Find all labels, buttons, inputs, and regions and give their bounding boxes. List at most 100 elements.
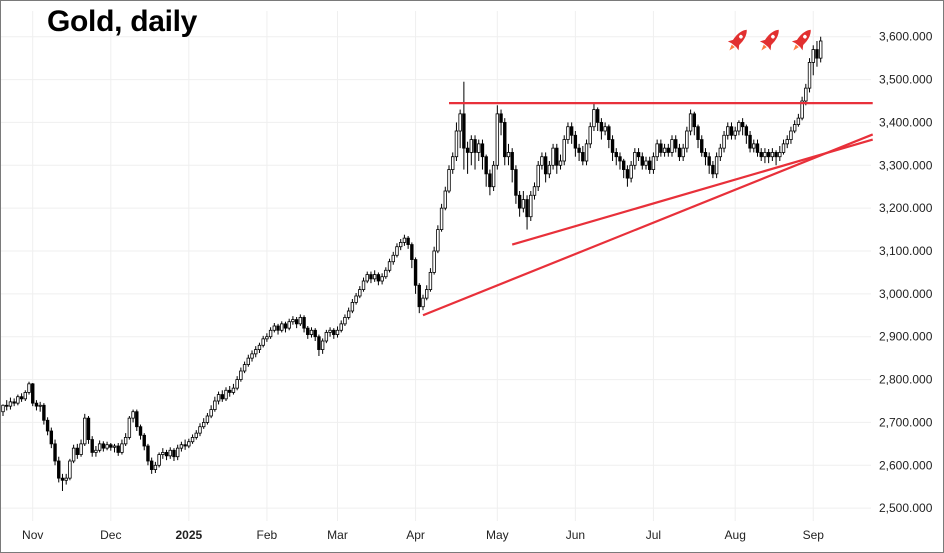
candle: [224, 387, 228, 401]
candle: [335, 326, 340, 338]
candle-body-up: [558, 160, 563, 166]
candle: [439, 203, 444, 232]
candle: [23, 390, 28, 401]
candle: [361, 277, 366, 292]
candle-body-down: [677, 147, 682, 158]
candle: [569, 122, 574, 144]
candle-body-up: [242, 364, 247, 372]
y-tick-label: 2,500.000: [879, 501, 933, 515]
candle: [19, 393, 24, 402]
candle-body-down: [625, 169, 630, 179]
candle: [402, 234, 407, 246]
candle: [42, 403, 46, 425]
candle: [246, 354, 251, 367]
candle-body-down: [614, 152, 618, 158]
rocket-flame: [793, 44, 799, 51]
x-tick-label: Nov: [22, 528, 43, 542]
candle-body-down: [692, 113, 697, 128]
candle: [425, 285, 429, 301]
candle: [120, 439, 124, 455]
candle-body-down: [748, 134, 752, 149]
candle-body-up: [213, 400, 217, 410]
candle: [291, 316, 295, 325]
candle: [451, 152, 455, 174]
trend-line: [511, 138, 874, 246]
candle-body-down: [729, 126, 734, 136]
candle: [543, 152, 548, 183]
candle-body-down: [283, 323, 288, 329]
candle: [242, 361, 247, 374]
candle: [670, 135, 674, 157]
candle-body-up: [428, 272, 433, 290]
candle: [789, 126, 793, 144]
candle-body-down: [45, 419, 50, 432]
candle-body-up: [79, 443, 83, 455]
candle-body-up: [566, 126, 570, 140]
candle-body-up: [298, 317, 303, 325]
candle-body-up: [250, 353, 254, 359]
candle-body-up: [781, 143, 786, 153]
candle: [778, 146, 782, 161]
candle: [722, 131, 726, 153]
candle: [707, 152, 711, 174]
rocket-icon: [759, 29, 779, 51]
candle: [8, 397, 13, 410]
candle-body-down: [525, 199, 529, 218]
candle: [677, 143, 682, 161]
candle-body-up: [436, 229, 440, 252]
candle-body-up: [1, 404, 5, 413]
candle-body-up: [27, 383, 31, 393]
candle-body-down: [700, 139, 704, 153]
candle: [558, 154, 563, 170]
candle: [525, 195, 529, 230]
candle: [495, 105, 500, 170]
candle-body-down: [164, 452, 169, 457]
candle: [555, 143, 559, 174]
candle-body-down: [60, 477, 65, 481]
chart-title: Gold, daily: [47, 5, 198, 38]
candle-body-up: [425, 289, 429, 299]
rocket-icons: [727, 29, 811, 51]
rocket-flame: [761, 44, 767, 51]
candle-body-down: [484, 156, 488, 175]
candle-body-down: [313, 329, 317, 338]
candle: [317, 334, 321, 356]
candle-body-down: [543, 156, 548, 175]
candle-body-up: [64, 477, 68, 481]
candle: [60, 473, 65, 491]
candle-body-down: [581, 152, 585, 162]
candle: [644, 156, 648, 170]
y-tick-label: 3,100.000: [879, 244, 933, 258]
candle: [421, 294, 425, 311]
candle-body-up: [246, 357, 251, 365]
candle: [372, 270, 377, 282]
candle: [343, 314, 347, 326]
candle: [766, 149, 771, 164]
candle: [718, 143, 723, 161]
candle-body-down: [413, 259, 418, 286]
candle: [328, 327, 332, 337]
candle: [640, 152, 644, 170]
candle: [521, 191, 526, 213]
candle-body-down: [172, 449, 176, 458]
candle: [581, 146, 585, 166]
candle-body-up: [491, 164, 496, 188]
candle-body-up: [681, 147, 685, 158]
candle: [536, 161, 540, 191]
candle-body-up: [532, 186, 537, 196]
rocket-window: [771, 34, 775, 39]
candle: [127, 416, 132, 440]
candle-body-up: [127, 417, 132, 438]
candle-body-down: [12, 401, 16, 404]
candle-body-up: [629, 164, 633, 179]
candle-body-down: [276, 325, 280, 331]
candle: [458, 109, 462, 149]
candle: [636, 148, 641, 161]
candle: [666, 143, 670, 157]
candle-body-up: [584, 143, 589, 162]
candle: [800, 96, 804, 121]
x-tick-label: Apr: [406, 528, 425, 542]
y-tick-label: 2,900.000: [879, 330, 933, 344]
rocket-body: [763, 29, 779, 48]
candle-body-up: [8, 401, 13, 407]
